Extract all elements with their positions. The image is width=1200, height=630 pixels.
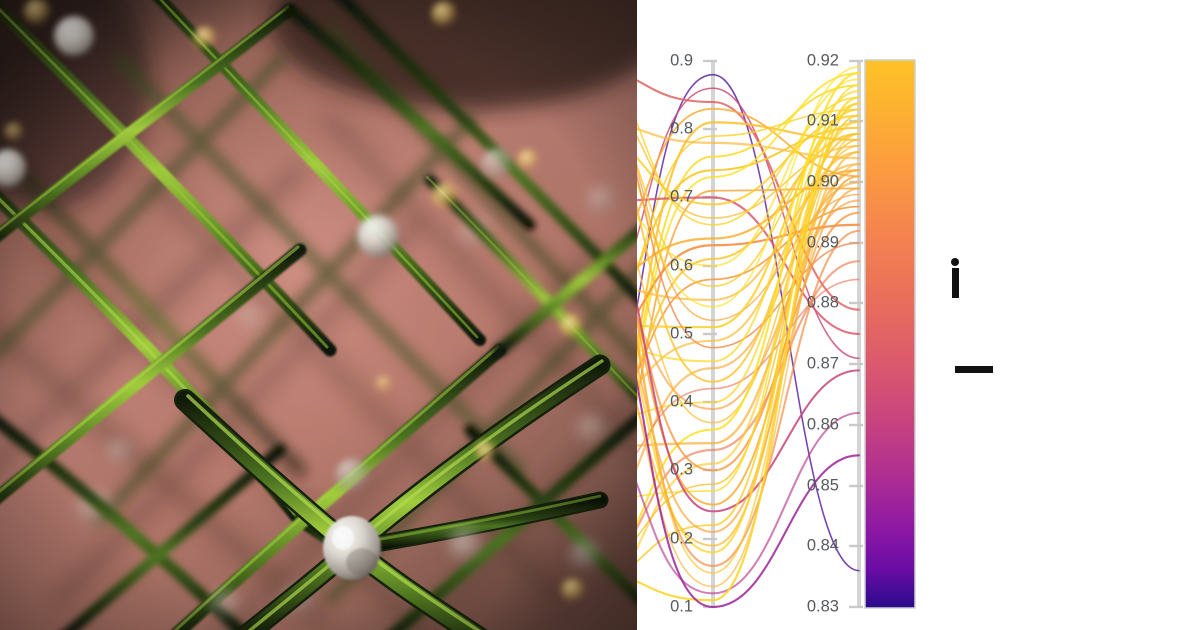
data-line[interactable]	[637, 196, 861, 336]
parallel-coordinates-chart[interactable]	[637, 0, 1200, 630]
data-line[interactable]	[637, 87, 860, 360]
tick-momentum-2: 0.7	[670, 187, 693, 206]
data-line[interactable]	[637, 121, 861, 475]
data-line[interactable]	[637, 139, 860, 568]
data-line[interactable]	[637, 209, 861, 568]
data-line[interactable]	[637, 68, 861, 311]
data-line[interactable]	[637, 105, 860, 383]
stray-glyph-i-icon	[952, 268, 959, 298]
data-line[interactable]	[637, 132, 860, 574]
plot-background	[637, 0, 1200, 630]
data-line[interactable]	[637, 96, 861, 554]
photo-vignette	[0, 0, 637, 630]
data-line[interactable]	[637, 108, 861, 329]
data-line[interactable]	[637, 114, 861, 206]
tick-valacc-5: 0.87	[806, 354, 839, 373]
tick-momentum-8: 0.1	[670, 597, 693, 616]
data-line[interactable]	[637, 182, 861, 513]
tick-momentum-6: 0.3	[670, 460, 693, 479]
colorbar[interactable]	[864, 59, 916, 609]
tick-valacc-4: 0.88	[806, 293, 839, 312]
data-line[interactable]	[637, 63, 860, 226]
tickmarks-validation-acc	[849, 59, 863, 609]
tick-momentum-4: 0.5	[670, 324, 693, 343]
data-line[interactable]	[637, 169, 861, 284]
tick-valacc-3: 0.89	[806, 233, 839, 252]
tick-momentum-5: 0.4	[670, 392, 693, 411]
data-line[interactable]	[637, 90, 860, 363]
data-line[interactable]	[637, 126, 860, 328]
data-line[interactable]	[637, 102, 861, 602]
data-line[interactable]	[637, 73, 860, 572]
tick-momentum-3: 0.6	[670, 256, 693, 275]
data-line[interactable]	[637, 181, 861, 526]
tick-valacc-0: 0.92	[806, 51, 839, 70]
tick-valacc-7: 0.85	[806, 476, 839, 495]
data-line[interactable]	[637, 250, 861, 609]
data-line[interactable]	[637, 187, 860, 533]
rope-net-photograph	[0, 0, 637, 630]
data-line[interactable]	[637, 211, 861, 472]
data-line[interactable]	[637, 66, 860, 308]
data-line[interactable]	[637, 163, 860, 588]
colorbar-gradient[interactable]	[864, 59, 916, 609]
data-line[interactable]	[637, 72, 861, 579]
data-line[interactable]	[637, 108, 860, 350]
tick-momentum-0: 0.9	[670, 51, 693, 70]
tick-valacc-8: 0.84	[806, 536, 839, 555]
tick-momentum-7: 0.2	[670, 529, 693, 548]
tick-valacc-2: 0.90	[806, 172, 839, 191]
data-line[interactable]	[637, 107, 860, 278]
tick-valacc-9: 0.83	[806, 597, 839, 616]
data-line[interactable]	[637, 72, 861, 469]
data-line[interactable]	[637, 411, 861, 595]
data-lines[interactable]	[637, 63, 861, 609]
photo-illustration	[0, 0, 637, 630]
data-line[interactable]	[637, 150, 861, 547]
tick-valacc-6: 0.86	[806, 415, 839, 434]
tick-valacc-1: 0.91	[806, 111, 839, 130]
stray-glyph-i-dot-icon	[951, 258, 959, 266]
stray-glyph-dash-icon	[955, 366, 993, 373]
data-line[interactable]	[637, 175, 860, 506]
parallel-coordinates-panel[interactable]: momentum validation acc	[637, 0, 1200, 630]
tick-momentum-1: 0.8	[670, 119, 693, 138]
